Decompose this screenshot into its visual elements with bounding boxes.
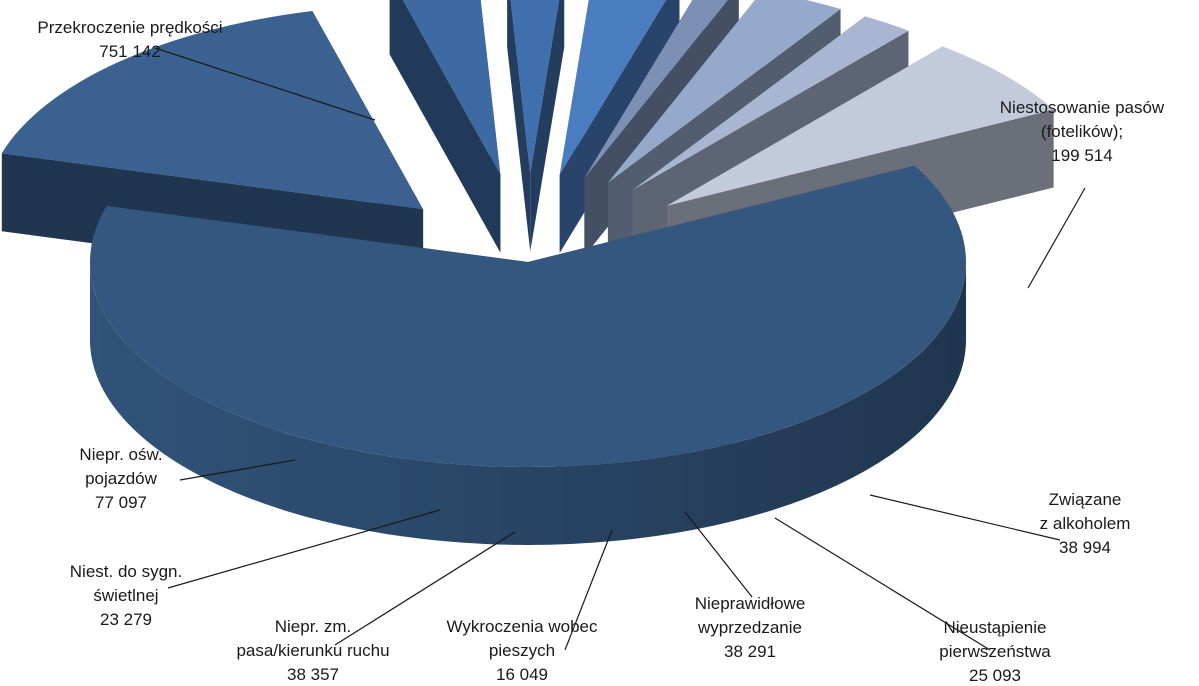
leader-line <box>334 531 516 646</box>
pie-slice-wall <box>507 0 531 252</box>
leader-line <box>869 494 1061 541</box>
pie-slice-group <box>507 0 565 252</box>
slice-label: Niestosowanie pasów (fotelików); 199 514 <box>1000 98 1165 165</box>
slice-label: Wykroczenia wobec pieszych 16 049 <box>446 617 598 684</box>
slice-label-line: pasa/kierunku ruchu <box>236 641 389 660</box>
slice-label-line: świetlnej <box>93 586 158 605</box>
pie-slice <box>584 0 728 178</box>
slice-label-line: Związane <box>1049 490 1122 509</box>
leader-line <box>774 517 991 651</box>
slice-label-line: Wykroczenia wobec <box>446 617 598 636</box>
slice-label-line: Niepr. zm. <box>275 617 352 636</box>
slice-value: 25 093 <box>969 666 1021 685</box>
leader-line <box>684 511 753 598</box>
pie-slice <box>666 46 1054 206</box>
slice-label: Niest. do sygn. świetlnej 23 279 <box>70 562 182 629</box>
pie-slice <box>559 0 666 175</box>
slice-value: 751 142 <box>99 42 160 61</box>
pie-slice <box>632 16 909 191</box>
pie-slice <box>1 10 424 210</box>
slice-value: 23 279 <box>100 610 152 629</box>
slice-label-line: z alkoholem <box>1040 514 1131 533</box>
slice-label-line: pierwszeństwa <box>939 642 1051 661</box>
slice-label: Niepr. ośw. pojazdów 77 097 <box>79 445 162 512</box>
leader-line <box>179 459 296 481</box>
pie-slice <box>402 0 501 175</box>
pie-slice <box>510 0 560 174</box>
slice-value: 199 514 <box>1051 146 1112 165</box>
leader-line <box>564 529 613 651</box>
slice-label: Nieprawidłowe wyprzedzanie 38 291 <box>695 594 806 661</box>
pie-slice-outer-wall <box>90 262 966 545</box>
slice-label-line: Nieprawidłowe <box>695 594 806 613</box>
slice-value: 38 357 <box>287 665 339 684</box>
slice-label: Nieustąpienie pierwszeństwa 25 093 <box>939 618 1051 685</box>
slice-label-line: pojazdów <box>85 469 158 488</box>
pie-slice-group <box>389 0 501 253</box>
pie-slice <box>89 165 967 468</box>
slice-value: 38 291 <box>724 642 776 661</box>
slice-label-line: Niepr. ośw. <box>79 445 162 464</box>
leader-line <box>167 509 441 589</box>
slice-label-line: (fotelików); <box>1041 122 1123 141</box>
slice-value: 77 097 <box>95 493 147 512</box>
slice-label: Niepr. zm. pasa/kierunku ruchu 38 357 <box>236 617 389 684</box>
leader-line <box>1027 187 1086 289</box>
slice-label-line: Przekroczenie prędkości <box>37 18 222 37</box>
slice-label: Przekroczenie prędkości 751 142 <box>37 18 222 61</box>
slice-label-line: Niest. do sygn. <box>70 562 182 581</box>
slice-label-line: wyprzedzanie <box>697 618 802 637</box>
pie-slice-wall <box>389 0 501 253</box>
leader-line <box>154 47 376 121</box>
slice-value: 16 049 <box>496 665 548 684</box>
slice-label-line: Nieustąpienie <box>943 618 1046 637</box>
pie-slice-wall <box>530 0 565 252</box>
slice-label-line: pieszych <box>489 641 555 660</box>
slice-label: Związane z alkoholem 38 994 <box>1040 490 1131 557</box>
pie-slice-group <box>89 165 967 545</box>
slice-value: 38 994 <box>1059 538 1111 557</box>
pie-slice <box>607 0 841 183</box>
slice-label-line: Niestosowanie pasów <box>1000 98 1165 117</box>
